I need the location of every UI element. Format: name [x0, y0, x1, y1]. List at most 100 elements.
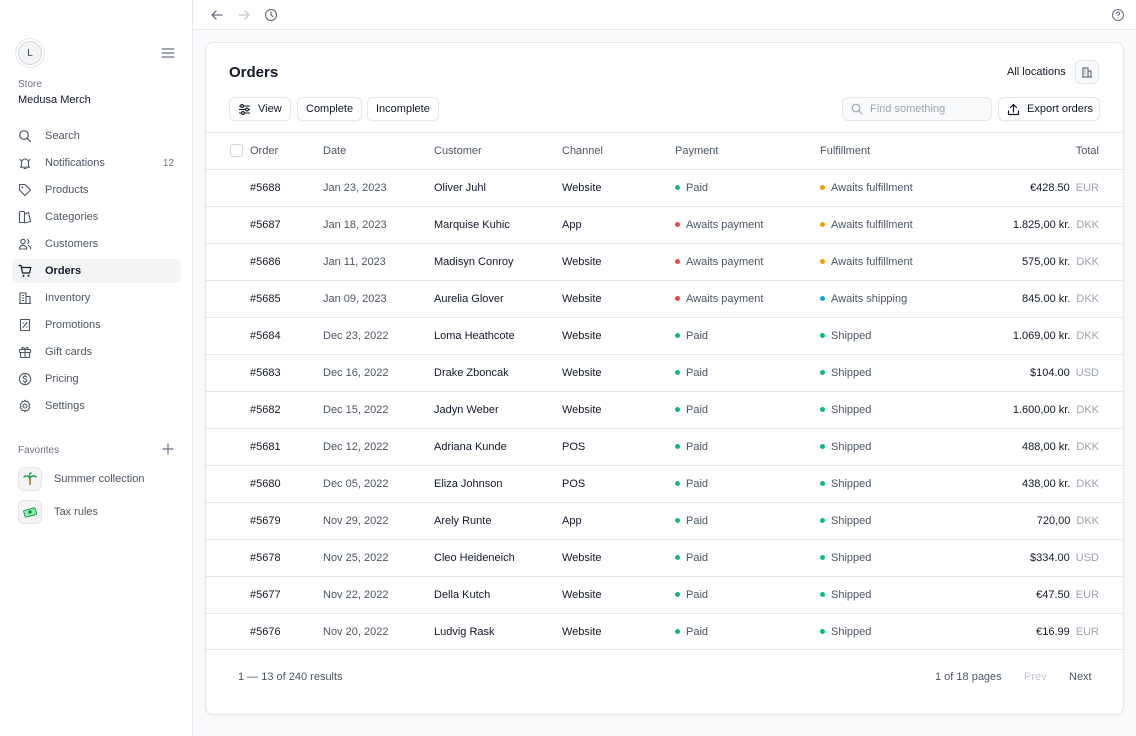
- history-button[interactable]: [263, 7, 279, 23]
- sidebar-item-promotions[interactable]: Promotions: [12, 313, 181, 337]
- sidebar-item-label: Search: [45, 130, 80, 142]
- column-header-payment[interactable]: Payment: [675, 145, 719, 157]
- complete-filter-button[interactable]: Complete: [297, 97, 363, 121]
- total-amount: 1.600,00 kr.: [1012, 404, 1071, 416]
- payment-status-label: Awaits payment: [686, 256, 764, 268]
- search-input[interactable]: [870, 103, 980, 115]
- order-id: #5679: [250, 515, 281, 527]
- back-button[interactable]: [209, 7, 225, 23]
- order-total: 438,00 kr. DKK: [1022, 466, 1099, 502]
- table-row[interactable]: #5686 Jan 11, 2023 Madisyn Conroy Website Aw…: [206, 243, 1123, 280]
- page-count: 1 of 18 pages: [935, 671, 1002, 683]
- table-row[interactable]: #5681 Dec 12, 2022 Adriana Kunde POS Paid Shi…: [206, 428, 1123, 465]
- arrow-left-icon: [211, 10, 223, 20]
- order-date: Dec 12, 2022: [323, 441, 389, 453]
- payment-status-label: Paid: [686, 515, 709, 527]
- sidebar-item-notifications[interactable]: Notifications 12: [12, 151, 181, 175]
- sidebar-item-search[interactable]: Search: [12, 124, 181, 148]
- total-amount: 1.825,00 kr.: [1012, 219, 1071, 231]
- table-row[interactable]: #5687 Jan 18, 2023 Marquise Kuhic App Awaits…: [206, 206, 1123, 243]
- table-row[interactable]: #5680 Dec 05, 2022 Eliza Johnson POS Paid Shi…: [206, 465, 1123, 502]
- table-row[interactable]: #5677 Nov 22, 2022 Della Kutch Website Paid S…: [206, 576, 1123, 613]
- sidebar-toggle-button[interactable]: [160, 45, 176, 61]
- fulfillment-status-label: Shipped: [831, 515, 872, 527]
- payment-status-label: Awaits payment: [686, 293, 764, 305]
- payment-status-label: Paid: [686, 330, 709, 342]
- order-date: Dec 15, 2022: [323, 404, 389, 416]
- currency-code: EUR: [1075, 589, 1099, 601]
- sidebar-item-categories[interactable]: Categories: [12, 205, 181, 229]
- avatar[interactable]: L: [18, 41, 42, 65]
- incomplete-filter-button[interactable]: Incomplete: [367, 97, 439, 121]
- order-date: Dec 16, 2022: [323, 367, 389, 379]
- sidebar-item-pricing[interactable]: Pricing: [12, 367, 181, 391]
- customer-name: Ludvig Rask: [434, 626, 495, 638]
- sales-channel: Website: [562, 182, 602, 194]
- clock-icon: [264, 8, 278, 22]
- sidebar-item-orders[interactable]: Orders: [12, 259, 181, 283]
- sidebar-nav: Search Notifications 12 Products Categories C…: [12, 124, 181, 421]
- order-date: Jan 23, 2023: [323, 182, 387, 194]
- table-row[interactable]: #5676 Nov 20, 2022 Ludvig Rask Website Paid S…: [206, 613, 1123, 650]
- add-favorite-button[interactable]: [162, 443, 174, 455]
- currency-code: DKK: [1076, 330, 1099, 342]
- export-label: Export orders: [1027, 103, 1094, 115]
- payment-status: Awaits payment: [675, 281, 763, 317]
- table-row[interactable]: #5684 Dec 23, 2022 Loma Heathcote Website Pa…: [206, 317, 1123, 354]
- location-button[interactable]: [1075, 60, 1099, 84]
- status-dot: [820, 184, 825, 190]
- table-row[interactable]: #5688 Jan 23, 2023 Oliver Juhl Website Paid A…: [206, 169, 1123, 206]
- status-dot: [675, 480, 680, 486]
- sidebar-item-settings[interactable]: Settings: [12, 394, 181, 418]
- export-orders-button[interactable]: Export orders: [998, 97, 1100, 121]
- favorite-summer-collection[interactable]: Summer collection: [18, 467, 178, 491]
- next-page-button[interactable]: Next: [1069, 671, 1092, 683]
- order-date: Nov 29, 2022: [323, 515, 389, 527]
- table-row[interactable]: #5678 Nov 25, 2022 Cleo Heideneich Website P…: [206, 539, 1123, 576]
- building-icon: [1082, 67, 1092, 78]
- sidebar-item-products[interactable]: Products: [12, 178, 181, 202]
- column-header-fulfillment[interactable]: Fulfillment: [820, 145, 871, 157]
- order-total: €428.50 EUR: [1030, 170, 1099, 206]
- fulfillment-status-label: Shipped: [831, 626, 872, 638]
- column-header-customer[interactable]: Customer: [434, 145, 482, 157]
- column-header-channel[interactable]: Channel: [562, 145, 603, 157]
- order-total: €47.50 EUR: [1036, 577, 1099, 613]
- sidebar-item-label: Inventory: [45, 292, 91, 304]
- sales-channel: POS: [562, 441, 586, 453]
- table-row[interactable]: #5679 Nov 29, 2022 Arely Runte App Paid Shipp…: [206, 502, 1123, 539]
- prev-page-button[interactable]: Prev: [1024, 671, 1047, 683]
- store-name[interactable]: Medusa Merch: [18, 94, 91, 106]
- money-icon: [18, 500, 42, 524]
- sidebar-item-label: Customers: [45, 238, 99, 250]
- sidebar-item-customers[interactable]: Customers: [12, 232, 181, 256]
- table-row[interactable]: #5683 Dec 16, 2022 Drake Zboncak Website Pai…: [206, 354, 1123, 391]
- table-row[interactable]: #5682 Dec 15, 2022 Jadyn Weber Website Paid S…: [206, 391, 1123, 428]
- sidebar-item-inventory[interactable]: Inventory: [12, 286, 181, 310]
- cart-icon: [18, 264, 32, 278]
- column-header-total[interactable]: Total: [1075, 145, 1099, 157]
- order-id: #5688: [250, 182, 281, 194]
- tag-icon: [18, 183, 32, 197]
- order-date: Nov 22, 2022: [323, 589, 389, 601]
- avatar-initial: L: [27, 47, 33, 59]
- table-row[interactable]: #5685 Jan 09, 2023 Aurelia Glover Website Aw…: [206, 280, 1123, 317]
- bell-icon: [18, 156, 32, 170]
- column-header-date[interactable]: Date: [323, 145, 347, 157]
- favorite-tax-rules[interactable]: Tax rules: [18, 500, 178, 524]
- column-header-order[interactable]: Order: [250, 145, 279, 157]
- favorite-label: Tax rules: [54, 506, 99, 518]
- help-button[interactable]: [1110, 7, 1126, 23]
- location-label[interactable]: All locations: [1007, 66, 1066, 78]
- forward-button[interactable]: [236, 7, 252, 23]
- view-button[interactable]: View: [229, 97, 291, 121]
- payment-status: Paid: [675, 614, 708, 650]
- upload-icon: [1007, 103, 1020, 116]
- select-all-checkbox[interactable]: [230, 144, 243, 157]
- status-dot: [820, 554, 825, 560]
- order-total: 575,00 kr. DKK: [1022, 244, 1099, 280]
- order-date: Nov 20, 2022: [323, 626, 389, 638]
- sales-channel: Website: [562, 367, 602, 379]
- status-dot: [820, 628, 825, 634]
- sidebar-item-gift-cards[interactable]: Gift cards: [12, 340, 181, 364]
